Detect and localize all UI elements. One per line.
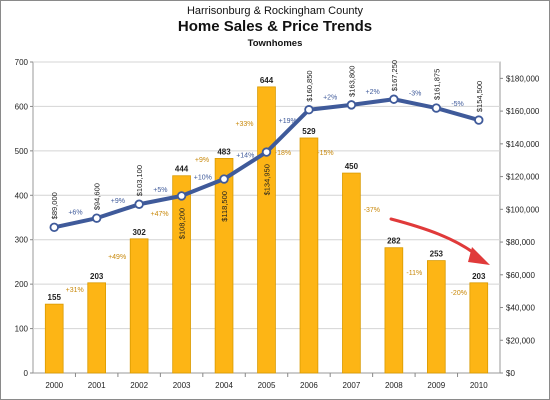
x-tick-label: 2001 — [88, 381, 106, 390]
price-point — [91, 213, 102, 223]
x-tick-label: 2009 — [427, 381, 445, 390]
y2-tick-label: $60,000 — [506, 271, 535, 280]
bar-change-label: +31% — [66, 287, 84, 294]
price-point — [431, 103, 442, 113]
bar-label: 483 — [217, 147, 231, 156]
y2-tick-label: $160,000 — [506, 107, 540, 116]
bar — [299, 137, 319, 374]
price-label: $161,875 — [432, 69, 441, 100]
bar-label: 155 — [48, 293, 62, 302]
y2-tick-label: $100,000 — [506, 205, 540, 214]
price-label: $118,500 — [220, 191, 229, 222]
price-point — [176, 191, 187, 201]
price-label: $154,500 — [475, 81, 484, 112]
price-point — [219, 174, 229, 184]
price-label: $94,600 — [93, 183, 102, 210]
y2-tick-label: $40,000 — [506, 304, 535, 313]
y2-tick-label: $180,000 — [506, 74, 540, 83]
price-label: $167,250 — [390, 60, 399, 91]
bar — [44, 303, 64, 374]
bar — [214, 158, 234, 374]
annotation-arrowhead — [468, 247, 490, 265]
bar-label: 203 — [90, 272, 104, 281]
price-label: $163,800 — [347, 66, 356, 97]
chart-subtitle-2: Townhomes — [247, 38, 303, 49]
bar-change-label: -15% — [317, 150, 333, 157]
y-tick-label: 100 — [15, 325, 29, 334]
y-tick-label: 600 — [15, 102, 29, 111]
x-tick-label: 2005 — [258, 381, 276, 390]
x-tick-label: 2003 — [173, 381, 191, 390]
price-label: $134,950 — [263, 164, 272, 195]
bar-label: 450 — [345, 162, 359, 171]
y2-tick-label: $0 — [506, 369, 515, 378]
bar-label: 253 — [430, 250, 444, 259]
price-point — [389, 94, 399, 104]
x-tick-label: 2010 — [470, 381, 488, 390]
price-point — [474, 115, 484, 125]
x-tick-label: 2000 — [45, 381, 63, 390]
y2-tick-label: $120,000 — [506, 173, 540, 182]
bar — [257, 86, 276, 374]
annotation-arrow — [389, 217, 480, 258]
price-point — [134, 199, 144, 209]
bar-label: 203 — [472, 272, 486, 281]
line-change-label: +2% — [366, 89, 380, 96]
bar — [384, 247, 404, 374]
x-tick-label: 2006 — [300, 381, 318, 390]
line-change-label: +14% — [236, 153, 254, 160]
y-tick-label: 700 — [15, 58, 29, 67]
bar — [87, 282, 106, 374]
y2-tick-label: $80,000 — [506, 238, 535, 247]
chart-title: Harrisonburg & Rockingham County — [186, 5, 364, 17]
bar — [427, 260, 446, 374]
line-change-label: +19% — [279, 118, 297, 125]
bar-change-label: -20% — [451, 290, 467, 297]
y-tick-label: 0 — [24, 369, 29, 378]
y-tick-label: 200 — [15, 280, 29, 289]
x-tick-label: 2002 — [130, 381, 148, 390]
x-tick-label: 2007 — [343, 381, 361, 390]
bar-label: 644 — [260, 76, 274, 85]
bar-change-label: +49% — [108, 254, 126, 261]
price-label: $160,850 — [305, 70, 314, 101]
line-change-label: +2% — [323, 94, 337, 101]
price-point — [304, 105, 314, 115]
y-tick-label: 500 — [15, 147, 29, 156]
bar-change-label: -11% — [406, 270, 422, 277]
y-tick-label: 400 — [15, 191, 29, 200]
line-change-label: +5% — [153, 187, 167, 194]
price-label: $103,100 — [135, 165, 144, 196]
line-change-label: +6% — [68, 210, 82, 217]
bar — [469, 282, 489, 374]
price-label: $89,000 — [50, 192, 59, 219]
price-point — [346, 100, 357, 110]
line-change-label: +10% — [194, 174, 212, 181]
line-change-label: -5% — [451, 101, 463, 108]
bar-change-label: +33% — [235, 121, 253, 128]
bar-change-label: +47% — [151, 211, 169, 218]
y2-tick-label: $20,000 — [506, 336, 535, 345]
bar-label: 282 — [387, 237, 401, 246]
x-tick-label: 2008 — [385, 381, 403, 390]
y-tick-label: 300 — [15, 236, 29, 245]
x-tick-label: 2004 — [215, 381, 233, 390]
bar-change-label: -18% — [275, 150, 291, 157]
chart-subtitle: Home Sales & Price Trends — [177, 18, 373, 35]
price-point — [49, 222, 59, 233]
bar — [172, 175, 191, 374]
bar — [342, 172, 361, 374]
line-change-label: -3% — [409, 91, 421, 98]
bar-label: 529 — [302, 127, 316, 136]
bar — [129, 238, 149, 374]
bar-change-label: -37% — [364, 207, 380, 214]
line-change-label: +9% — [111, 198, 125, 205]
price-label: $108,200 — [178, 208, 187, 239]
bar-change-label: +9% — [195, 157, 209, 164]
y2-tick-label: $140,000 — [506, 140, 540, 149]
price-point — [261, 147, 272, 157]
bar-label: 444 — [175, 165, 189, 174]
bar-label: 302 — [132, 228, 146, 237]
